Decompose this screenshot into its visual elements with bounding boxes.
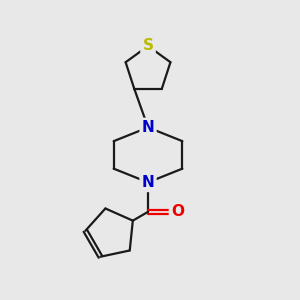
Text: N: N	[142, 120, 154, 135]
Text: O: O	[171, 204, 184, 219]
Text: N: N	[142, 175, 154, 190]
Text: S: S	[142, 38, 154, 53]
